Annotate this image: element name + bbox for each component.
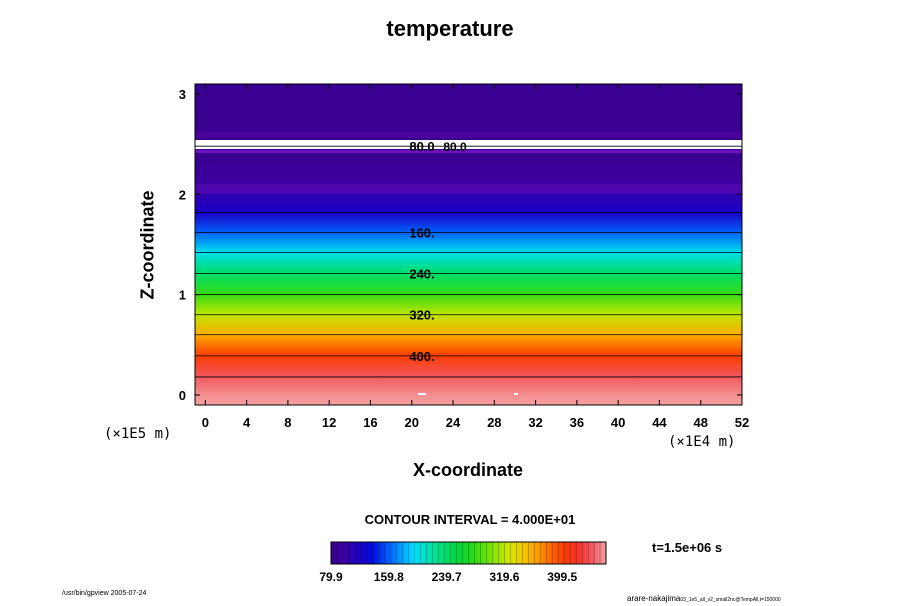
footer-left: /usr/bin/gpview 2005-07-24 — [62, 590, 147, 597]
y-axis-ticks: 0 1 2 3 — [179, 87, 742, 403]
colorbar-stripes — [336, 542, 601, 564]
colorbar-tick-label: 399.5 — [547, 570, 577, 584]
y-tick-label: 1 — [179, 288, 186, 303]
contour-label: 400. — [409, 349, 434, 364]
x-tick-label: 20 — [405, 415, 419, 430]
x-tick-label: 0 — [202, 415, 209, 430]
x-tick-label: 40 — [611, 415, 625, 430]
plot-frame — [194, 83, 743, 406]
x-tick-label: 52 — [735, 415, 749, 430]
x-tick-label: 4 — [243, 415, 251, 430]
footer-right: arare-nakajima03_1e5_all_v2_small2nc@Tem… — [627, 588, 781, 606]
contour-labels: 80.0 160. 240. 320. 400. 80.0 — [409, 139, 467, 364]
x-tick-label: 28 — [487, 415, 501, 430]
x-axis-label: X-coordinate — [412, 460, 523, 480]
footer-right-small: 03_1e5_all_v2_small2nc@TempAll,t=150000 — [680, 597, 781, 603]
colorbar-ticks: 79.9 159.8 239.7 319.6 399.5 — [319, 570, 577, 584]
colorbar-frame — [330, 541, 607, 565]
contour-lines — [195, 145, 742, 378]
x-tick-label: 48 — [693, 415, 707, 430]
contour-label: 80.0 — [443, 140, 467, 154]
colorbar-tick-label: 319.6 — [489, 570, 519, 584]
time-label: t=1.5e+06 s — [652, 540, 723, 555]
contour-label: 80.0 — [409, 139, 434, 154]
footer-right-main: arare-nakajima — [627, 594, 681, 603]
y-tick-label: 3 — [179, 87, 186, 102]
contour-label: 240. — [409, 267, 434, 282]
y-tick-label: 2 — [179, 187, 186, 202]
x-tick-label: 8 — [284, 415, 291, 430]
x-axis-ticks: 0 4 8 12 16 20 24 28 32 36 40 44 48 52 — [202, 84, 749, 430]
x-tick-label: 36 — [570, 415, 584, 430]
x-tick-label: 44 — [652, 415, 667, 430]
contour-interval-label: CONTOUR INTERVAL = 4.000E+01 — [364, 512, 576, 527]
chart-title: temperature — [386, 16, 514, 41]
y-axis-scale: (×1E5 m) — [104, 426, 172, 442]
x-tick-label: 24 — [446, 415, 461, 430]
noise-band — [195, 132, 742, 395]
contour-label: 160. — [409, 225, 434, 240]
x-axis-scale: (×1E4 m) — [668, 434, 736, 450]
y-tick-label: 0 — [179, 388, 186, 403]
x-tick-label: 16 — [363, 415, 377, 430]
contour-label: 320. — [409, 308, 434, 323]
colorbar-tick-label: 159.8 — [374, 570, 404, 584]
colorbar-tick-label: 79.9 — [319, 570, 343, 584]
colorbar-tick-label: 239.7 — [432, 570, 462, 584]
x-tick-label: 12 — [322, 415, 336, 430]
x-tick-label: 32 — [528, 415, 542, 430]
